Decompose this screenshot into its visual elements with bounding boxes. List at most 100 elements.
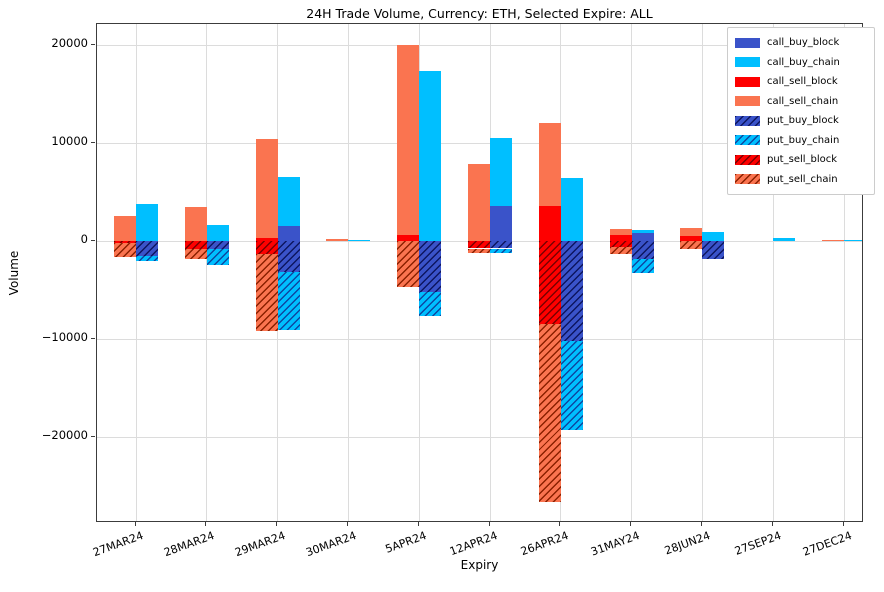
legend-item-put_buy_block: put_buy_block (735, 111, 867, 131)
bar-segment-put_sell_block-27MAR24 (114, 241, 136, 243)
bar-segment-call_sell_chain-27DEC24 (822, 239, 844, 242)
bar-segment-call_sell_chain-30MAR24 (326, 239, 349, 242)
x-axis-label: Expiry (460, 558, 499, 572)
y-tick-label: −10000 (41, 330, 88, 345)
gridline-horizontal (97, 142, 862, 144)
bar-segment-call_sell_chain-5APR24 (397, 45, 420, 236)
legend-swatch-put_buy_chain (735, 135, 760, 146)
y-axis-label: Volume (7, 250, 21, 296)
legend: call_buy_block call_buy_chain call_sell_bl… (727, 27, 875, 195)
legend-label: put_sell_chain (767, 173, 838, 185)
x-tick-label: 30MAR24 (303, 529, 358, 560)
bar-segment-put_sell_block-29MAR24 (255, 241, 278, 255)
bar-segment-call_buy_chain-29MAR24 (277, 177, 300, 226)
y-tick-mark (91, 43, 95, 45)
legend-item-call_buy_block: call_buy_block (735, 33, 867, 53)
bar-segment-call_buy_chain-30MAR24 (348, 239, 371, 242)
bar-segment-call_buy_chain-28JUN24 (702, 232, 725, 242)
gridline-vertical (206, 24, 208, 521)
x-tick-mark (559, 522, 561, 526)
legend-label: call_buy_block (767, 37, 840, 49)
x-tick-mark (700, 522, 702, 526)
bar-segment-put_buy_chain-26APR24 (560, 340, 583, 430)
bar-segment-call_buy_chain-27SEP24 (773, 238, 796, 242)
bar-segment-call_sell_chain-26APR24 (538, 123, 561, 206)
x-tick-label: 27DEC24 (800, 529, 854, 559)
bar-segment-call_buy_chain-27MAR24 (136, 204, 158, 242)
bar-segment-call_sell_chain-27MAR24 (114, 215, 136, 242)
bar-segment-call_sell_block-5APR24 (397, 235, 420, 242)
x-tick-label: 29MAR24 (233, 529, 288, 560)
gridline-vertical (772, 24, 774, 521)
legend-swatch-call_sell_chain (735, 96, 760, 107)
bar-segment-put_buy_chain-27MAR24 (136, 255, 158, 262)
x-tick-mark (842, 522, 844, 526)
x-tick-mark (488, 522, 490, 526)
x-tick-mark (417, 522, 419, 526)
bar-segment-put_buy_block-29MAR24 (277, 241, 300, 273)
gridline-horizontal (97, 338, 862, 340)
y-tick-label: −20000 (41, 428, 88, 443)
bar-segment-put_buy_block-28MAR24 (206, 241, 229, 250)
gridline-vertical (347, 24, 349, 521)
legend-item-put_buy_chain: put_buy_chain (735, 131, 867, 151)
x-tick-mark (346, 522, 348, 526)
x-tick-label: 31MAY24 (588, 529, 642, 559)
bar-segment-call_buy_chain-5APR24 (419, 71, 442, 242)
bar-segment-call_sell_block-31MAY24 (609, 235, 632, 242)
legend-item-put_sell_block: put_sell_block (735, 150, 867, 170)
gridline-vertical (701, 24, 703, 521)
chart-title: 24H Trade Volume, Currency: ETH, Selecte… (306, 6, 653, 21)
bar-segment-call_sell_chain-28JUN24 (680, 227, 703, 236)
y-tick-label: 10000 (51, 134, 88, 149)
bar-segment-put_sell_chain-5APR24 (397, 241, 420, 287)
bar-segment-put_sell_block-26APR24 (538, 241, 561, 325)
legend-label: call_buy_chain (767, 56, 840, 68)
legend-label: put_sell_block (767, 154, 838, 166)
x-tick-label: 5APR24 (383, 529, 429, 556)
bar-segment-call_sell_chain-28MAR24 (184, 207, 207, 242)
bar-segment-put_sell_chain-29MAR24 (255, 254, 278, 331)
bar-segment-put_sell_chain-28JUN24 (680, 241, 703, 250)
gridline-vertical (843, 24, 845, 521)
y-tick-mark (91, 141, 95, 143)
legend-swatch-put_sell_block (735, 154, 760, 165)
bar-segment-put_buy_block-26APR24 (560, 241, 583, 341)
gridline-horizontal (97, 44, 862, 46)
x-tick-mark (205, 522, 207, 526)
bar-segment-put_buy_chain-12APR24 (490, 248, 512, 253)
x-tick-label: 12APR24 (448, 529, 500, 559)
x-tick-mark (630, 522, 632, 526)
gridline-vertical (489, 24, 491, 521)
legend-item-call_sell_block: call_sell_block (735, 72, 867, 92)
x-tick-label: 27SEP24 (732, 529, 783, 558)
legend-label: call_sell_block (767, 76, 838, 88)
legend-swatch-call_sell_block (735, 76, 760, 87)
legend-item-put_sell_chain: put_sell_chain (735, 170, 867, 190)
bar-segment-call_buy_chain-26APR24 (560, 177, 583, 242)
bar-segment-call_buy_block-12APR24 (490, 205, 512, 242)
legend-label: put_buy_chain (767, 134, 840, 146)
bar-segment-call_sell_block-28JUN24 (680, 235, 703, 242)
bar-segment-call_buy_block-29MAR24 (277, 225, 300, 242)
legend-label: put_buy_block (767, 115, 839, 127)
bar-segment-put_sell_block-12APR24 (468, 241, 490, 249)
bar-segment-put_sell_block-28MAR24 (184, 241, 207, 249)
y-tick-mark (91, 337, 95, 339)
bar-segment-call_buy_chain-31MAY24 (631, 230, 654, 234)
bar-segment-put_buy_block-28JUN24 (702, 241, 725, 259)
bar-segment-put_buy_block-31MAY24 (631, 241, 654, 260)
x-tick-label: 27MAR24 (91, 529, 146, 560)
bar-segment-put_sell_chain-28MAR24 (184, 248, 207, 260)
y-tick-mark (91, 435, 95, 437)
bar-segment-put_buy_chain-29MAR24 (277, 272, 300, 330)
legend-swatch-put_sell_chain (735, 174, 760, 185)
bar-segment-put_sell_chain-12APR24 (468, 248, 490, 253)
bar-segment-call_sell_block-29MAR24 (255, 237, 278, 242)
legend-swatch-put_buy_block (735, 115, 760, 126)
legend-item-call_sell_chain: call_sell_chain (735, 92, 867, 112)
bar-segment-call_sell_chain-12APR24 (468, 163, 490, 242)
bar-segment-call_buy_chain-28MAR24 (206, 225, 229, 242)
bar-segment-call_sell_chain-29MAR24 (255, 139, 278, 238)
